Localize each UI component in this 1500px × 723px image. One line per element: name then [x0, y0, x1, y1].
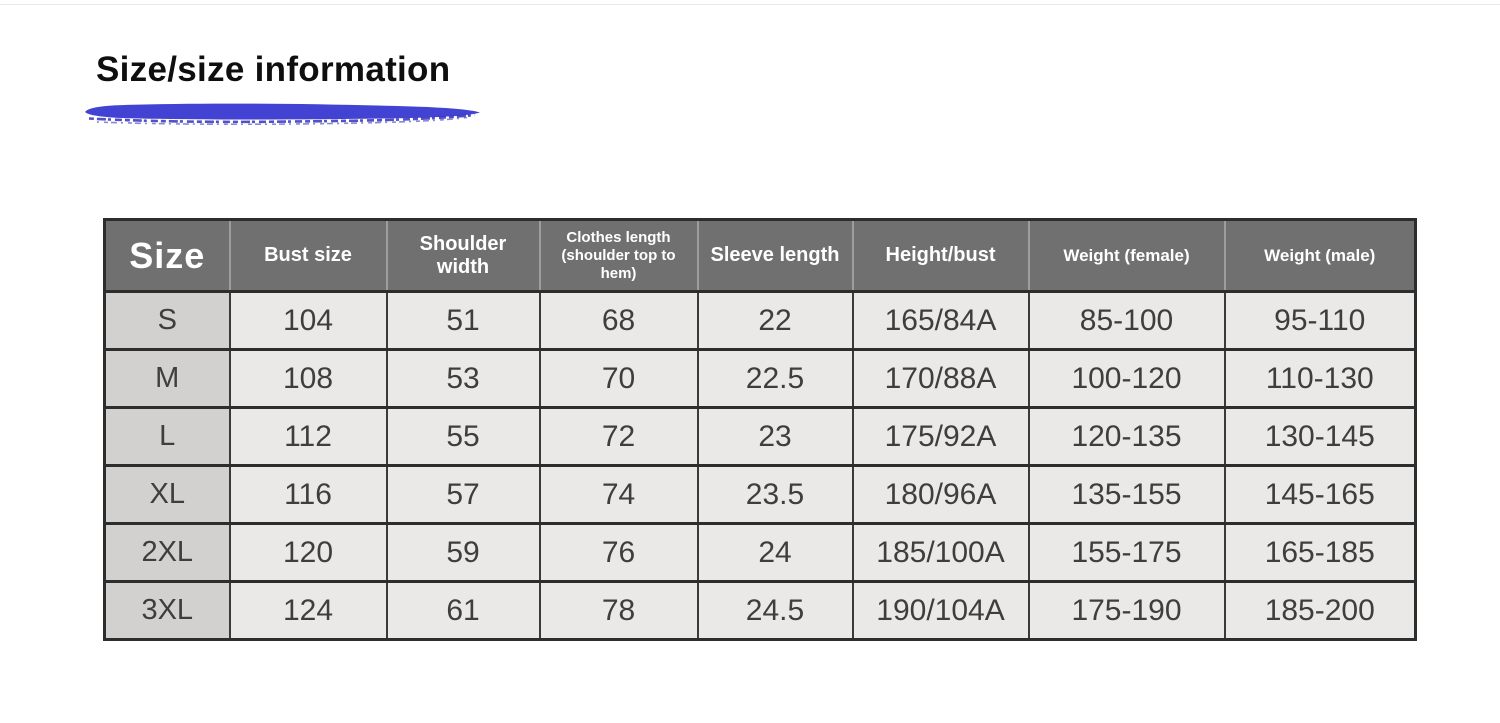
size-table: Size Bust size Shoulder width Clothes le… — [103, 218, 1417, 641]
size-cell: M — [104, 349, 231, 409]
column-header-shoulder-width: Shoulder width — [386, 219, 541, 293]
value-cell: 100-120 — [1028, 349, 1226, 409]
value-cell: 135-155 — [1028, 465, 1226, 525]
value-cell: 24 — [697, 523, 854, 583]
value-cell: 78 — [539, 581, 699, 640]
value-cell: 74 — [539, 465, 699, 525]
value-cell: 190/104A — [852, 581, 1030, 640]
value-cell: 185-200 — [1224, 581, 1416, 640]
value-cell: 23 — [697, 407, 854, 467]
table-row: L 112 55 72 23 175/92A 120-135 130-145 — [104, 407, 1416, 467]
value-cell: 22 — [697, 291, 854, 351]
value-cell: 68 — [539, 291, 699, 351]
column-header-bust-size: Bust size — [229, 219, 388, 293]
value-cell: 72 — [539, 407, 699, 467]
value-cell: 108 — [229, 349, 388, 409]
column-header-clothes-length: Clothes length (shoulder top to hem) — [539, 219, 699, 293]
value-cell: 51 — [386, 291, 541, 351]
size-table-body: S 104 51 68 22 165/84A 85-100 95-110 M 108 53 70 22.… — [104, 291, 1416, 640]
value-cell: 110-130 — [1224, 349, 1416, 409]
value-cell: 22.5 — [697, 349, 854, 409]
size-chart: Size Bust size Shoulder width Clothes le… — [103, 218, 1417, 641]
table-row: M 108 53 70 22.5 170/88A 100-120 110-130 — [104, 349, 1416, 409]
table-row: XL 116 57 74 23.5 180/96A 135-155 145-165 — [104, 465, 1416, 525]
value-cell: 59 — [386, 523, 541, 583]
value-cell: 112 — [229, 407, 388, 467]
table-row: S 104 51 68 22 165/84A 85-100 95-110 — [104, 291, 1416, 351]
column-header-weight-male: Weight (male) — [1224, 219, 1416, 293]
value-cell: 55 — [386, 407, 541, 467]
top-divider — [0, 4, 1500, 5]
size-cell: 3XL — [104, 581, 231, 640]
value-cell: 155-175 — [1028, 523, 1226, 583]
value-cell: 95-110 — [1224, 291, 1416, 351]
value-cell: 61 — [386, 581, 541, 640]
size-table-header: Size Bust size Shoulder width Clothes le… — [104, 219, 1416, 293]
value-cell: 70 — [539, 349, 699, 409]
brush-underline-decoration — [85, 103, 480, 126]
value-cell: 23.5 — [697, 465, 854, 525]
column-header-sleeve-length: Sleeve length — [697, 219, 854, 293]
value-cell: 24.5 — [697, 581, 854, 640]
column-header-size: Size — [104, 219, 231, 293]
value-cell: 185/100A — [852, 523, 1030, 583]
value-cell: 180/96A — [852, 465, 1030, 525]
value-cell: 57 — [386, 465, 541, 525]
value-cell: 170/88A — [852, 349, 1030, 409]
size-cell: S — [104, 291, 231, 351]
size-cell: XL — [104, 465, 231, 525]
value-cell: 85-100 — [1028, 291, 1226, 351]
column-header-height-bust: Height/bust — [852, 219, 1030, 293]
page-title: Size/size information — [96, 50, 451, 89]
header-row: Size Bust size Shoulder width Clothes le… — [104, 219, 1416, 293]
value-cell: 120 — [229, 523, 388, 583]
value-cell: 120-135 — [1028, 407, 1226, 467]
value-cell: 145-165 — [1224, 465, 1416, 525]
value-cell: 104 — [229, 291, 388, 351]
value-cell: 175-190 — [1028, 581, 1226, 640]
value-cell: 165-185 — [1224, 523, 1416, 583]
size-cell: L — [104, 407, 231, 467]
value-cell: 175/92A — [852, 407, 1030, 467]
value-cell: 53 — [386, 349, 541, 409]
table-row: 3XL 124 61 78 24.5 190/104A 175-190 185-200 — [104, 581, 1416, 640]
value-cell: 116 — [229, 465, 388, 525]
value-cell: 76 — [539, 523, 699, 583]
value-cell: 165/84A — [852, 291, 1030, 351]
value-cell: 130-145 — [1224, 407, 1416, 467]
size-cell: 2XL — [104, 523, 231, 583]
column-header-weight-female: Weight (female) — [1028, 219, 1226, 293]
table-row: 2XL 120 59 76 24 185/100A 155-175 165-185 — [104, 523, 1416, 583]
value-cell: 124 — [229, 581, 388, 640]
